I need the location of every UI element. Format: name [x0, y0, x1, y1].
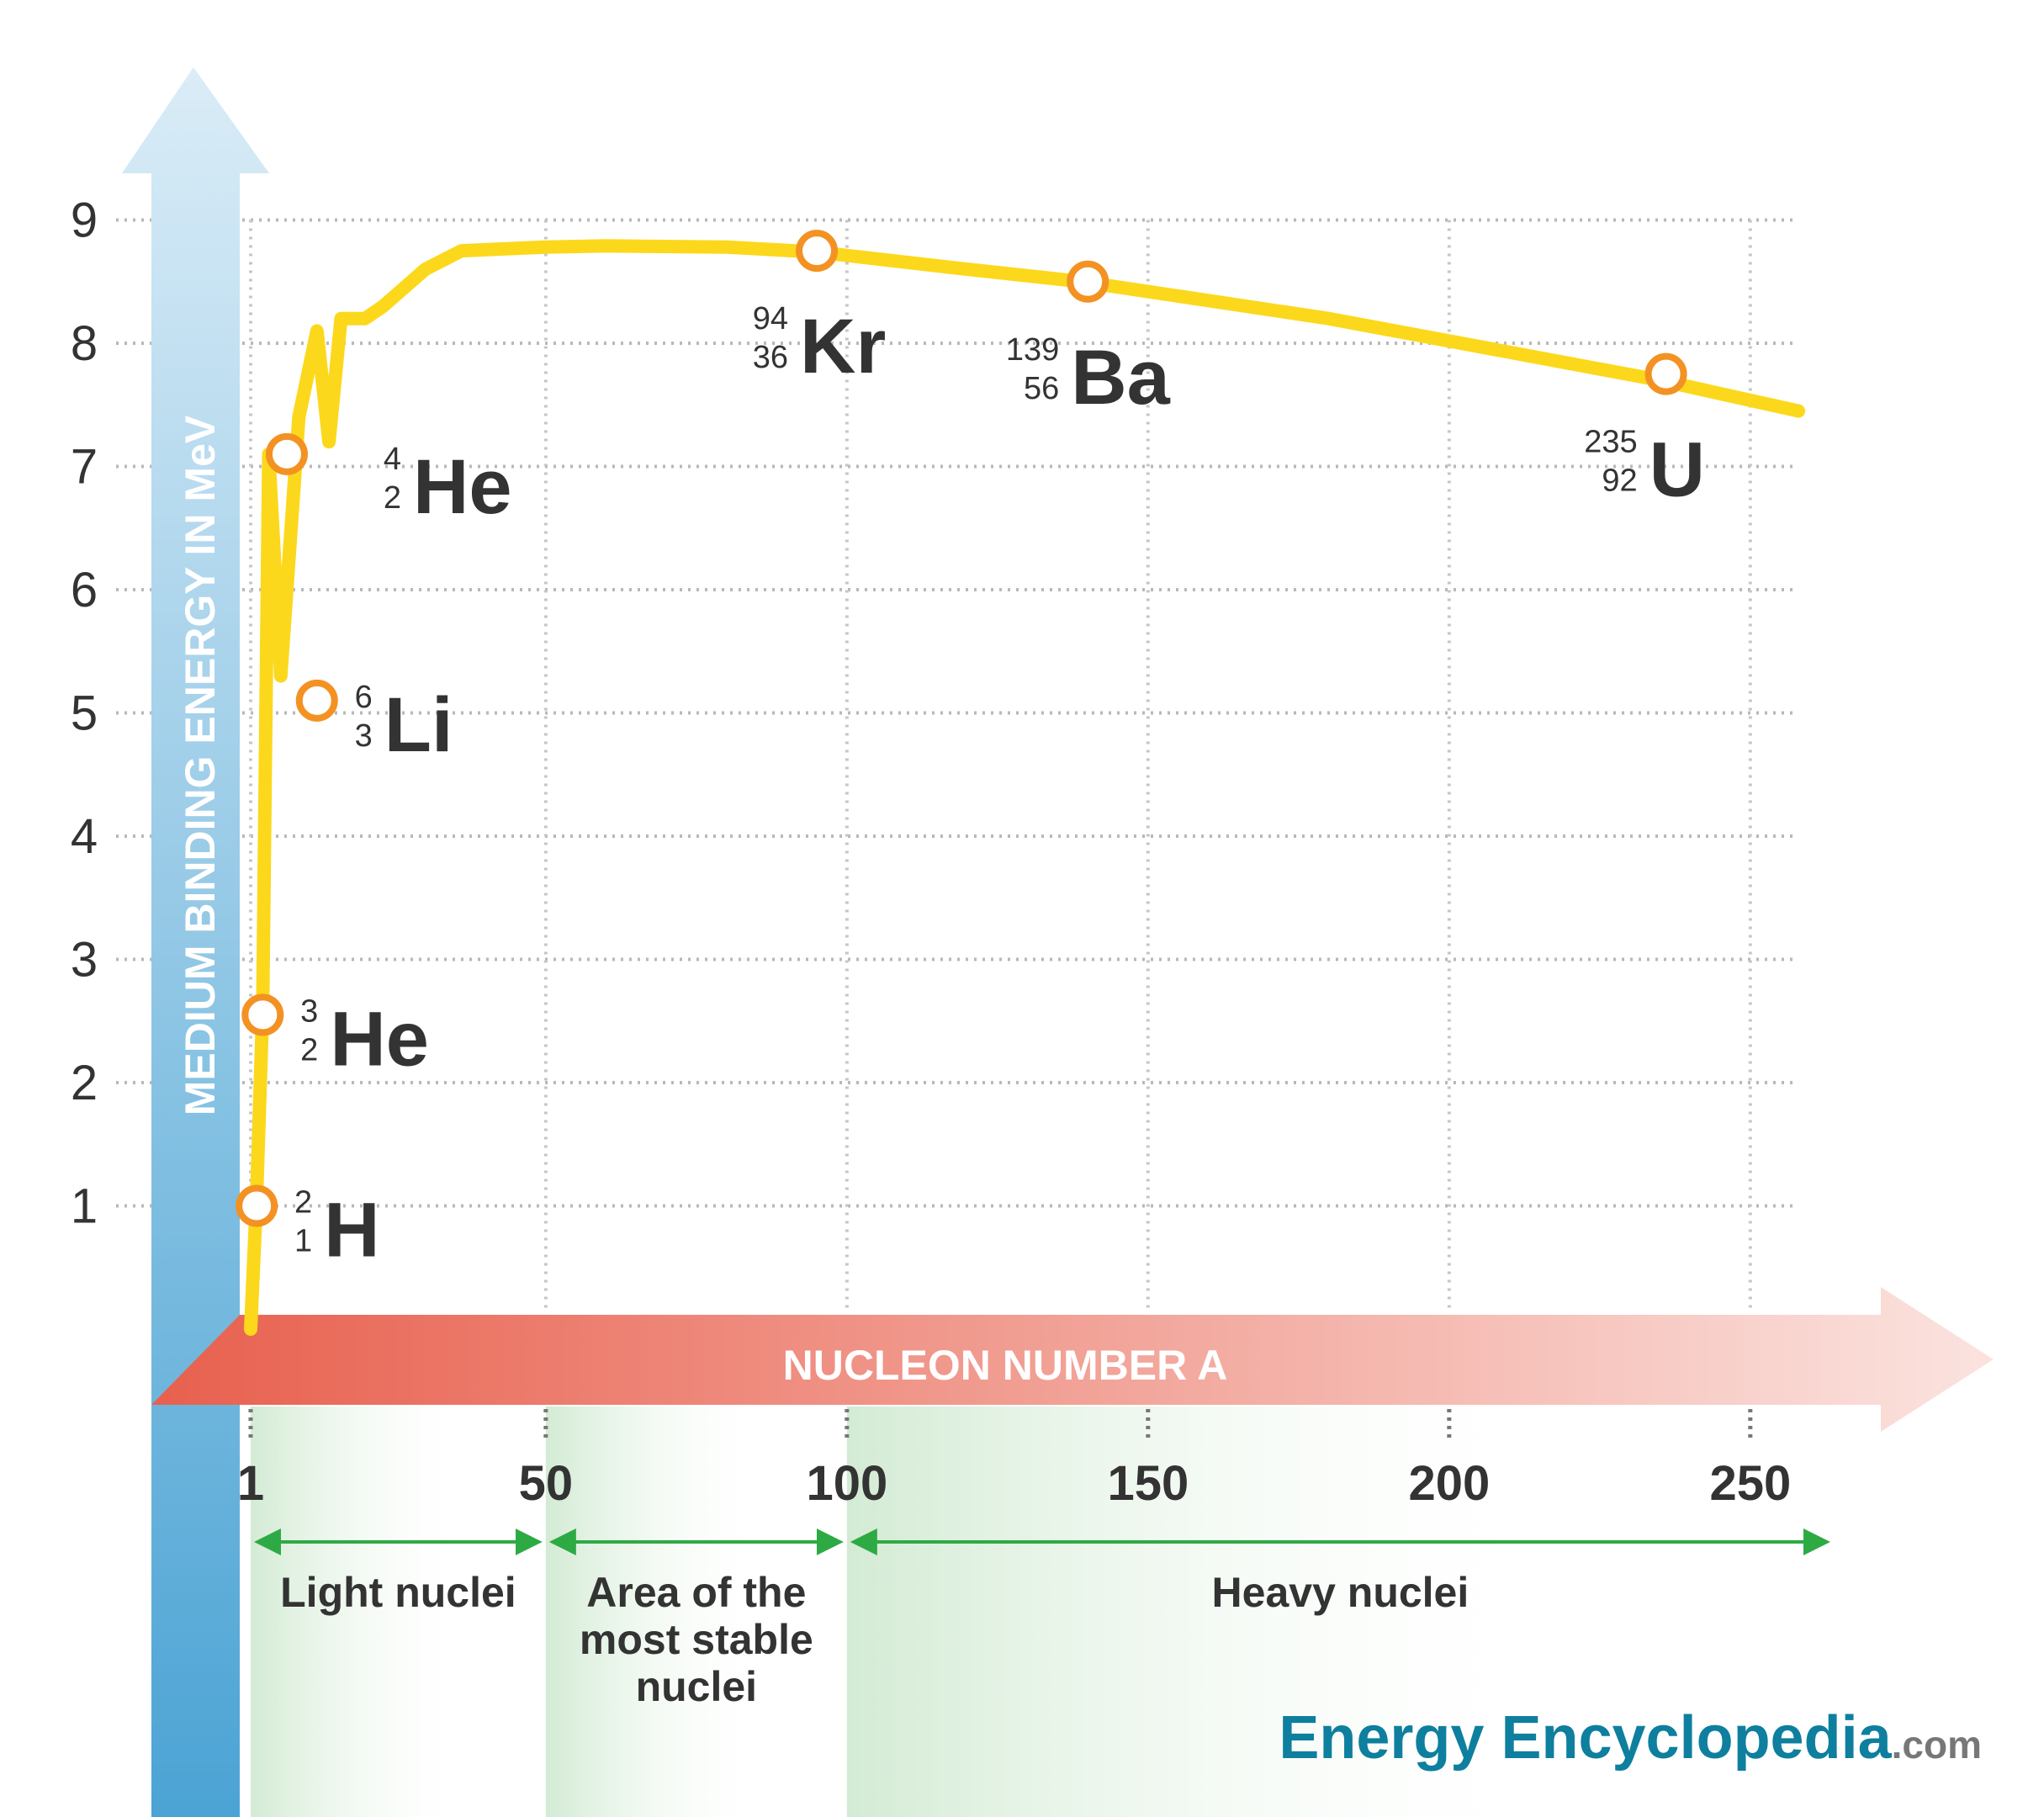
marker-ba-139 — [1067, 260, 1109, 303]
nuclide-z-2: 3 — [355, 718, 373, 754]
region-label-1-2: nuclei — [636, 1663, 757, 1710]
x-tick-labels: 1 50 100 150 200 250 — [237, 1456, 1791, 1511]
nuclide-symbol-1: He — [330, 996, 429, 1082]
nuclide-z-6: 92 — [1602, 464, 1637, 499]
y-tick-2: 2 — [71, 1056, 98, 1110]
x-tick-150: 150 — [1107, 1456, 1189, 1511]
marker-u-235 — [1644, 352, 1687, 395]
x-tick-250: 250 — [1709, 1456, 1791, 1511]
nuclide-symbol-3: He — [413, 444, 512, 530]
x-axis-arrow — [151, 1287, 1994, 1432]
marker-h-2 — [236, 1184, 278, 1227]
y-tick-8: 8 — [71, 316, 98, 371]
y-tick-1: 1 — [71, 1179, 98, 1234]
nuclide-symbol-0: H — [324, 1188, 379, 1274]
nuclide-mass-5: 139 — [1006, 332, 1059, 368]
binding-energy-curve — [244, 239, 1806, 1336]
x-tick-50: 50 — [519, 1456, 574, 1511]
y-tick-5: 5 — [71, 686, 98, 741]
y-axis-label: MEDIUM BINDING ENERGY IN MeV — [177, 415, 224, 1115]
brand-logo: Energy Encyclopedia.com — [1279, 1704, 1982, 1772]
region-label-2-0: Heavy nuclei — [1212, 1569, 1469, 1616]
nuclide-mass-1: 3 — [300, 993, 318, 1029]
marker-kr-94 — [796, 230, 839, 273]
y-tick-9: 9 — [71, 193, 98, 248]
brand-name: Energy Encyclopedia — [1279, 1704, 1892, 1772]
y-tick-6: 6 — [71, 563, 98, 617]
region-label-1-1: most stable — [580, 1616, 813, 1663]
nuclei-regions — [251, 1406, 1830, 1817]
region-band-1 — [545, 1406, 772, 1817]
nuclide-mass-4: 94 — [753, 301, 788, 336]
nuclide-z-3: 2 — [384, 480, 401, 516]
y-tick-7: 7 — [71, 440, 98, 495]
y-tick-labels: 1 2 3 4 5 6 7 8 9 — [71, 193, 98, 1234]
region-label-0-0: Light nuclei — [280, 1569, 516, 1616]
nuclide-symbol-6: U — [1649, 427, 1705, 513]
nuclide-symbol-5: Ba — [1071, 335, 1170, 421]
nuclide-mass-2: 6 — [355, 680, 373, 715]
brand-domain: .com — [1892, 1723, 1982, 1767]
x-axis-label: NUCLEON NUMBER A — [783, 1342, 1228, 1389]
region-label-1-0: Area of the — [586, 1569, 806, 1616]
region-band-2 — [846, 1406, 1579, 1817]
x-tick-100: 100 — [806, 1456, 887, 1511]
region-band-0 — [251, 1406, 473, 1817]
nuclide-symbol-2: Li — [384, 682, 453, 768]
nuclide-mass-0: 2 — [294, 1185, 312, 1221]
nuclide-mass-3: 4 — [384, 442, 401, 477]
marker-he-4 — [265, 432, 308, 475]
y-tick-3: 3 — [71, 933, 98, 988]
nuclide-z-0: 1 — [294, 1224, 312, 1259]
nuclide-mass-6: 235 — [1584, 425, 1637, 460]
marker-li-6 — [295, 679, 338, 722]
marker-he-3 — [241, 993, 284, 1036]
nuclide-z-4: 36 — [753, 340, 788, 375]
nuclide-z-5: 56 — [1024, 371, 1059, 406]
x-tick-1: 1 — [237, 1456, 264, 1511]
curve-line — [244, 239, 1806, 1336]
y-tick-4: 4 — [71, 809, 98, 864]
grid-lines — [116, 218, 1798, 1440]
x-tick-200: 200 — [1408, 1456, 1490, 1511]
nuclide-z-1: 2 — [300, 1032, 318, 1067]
nuclide-symbol-4: Kr — [800, 304, 886, 389]
